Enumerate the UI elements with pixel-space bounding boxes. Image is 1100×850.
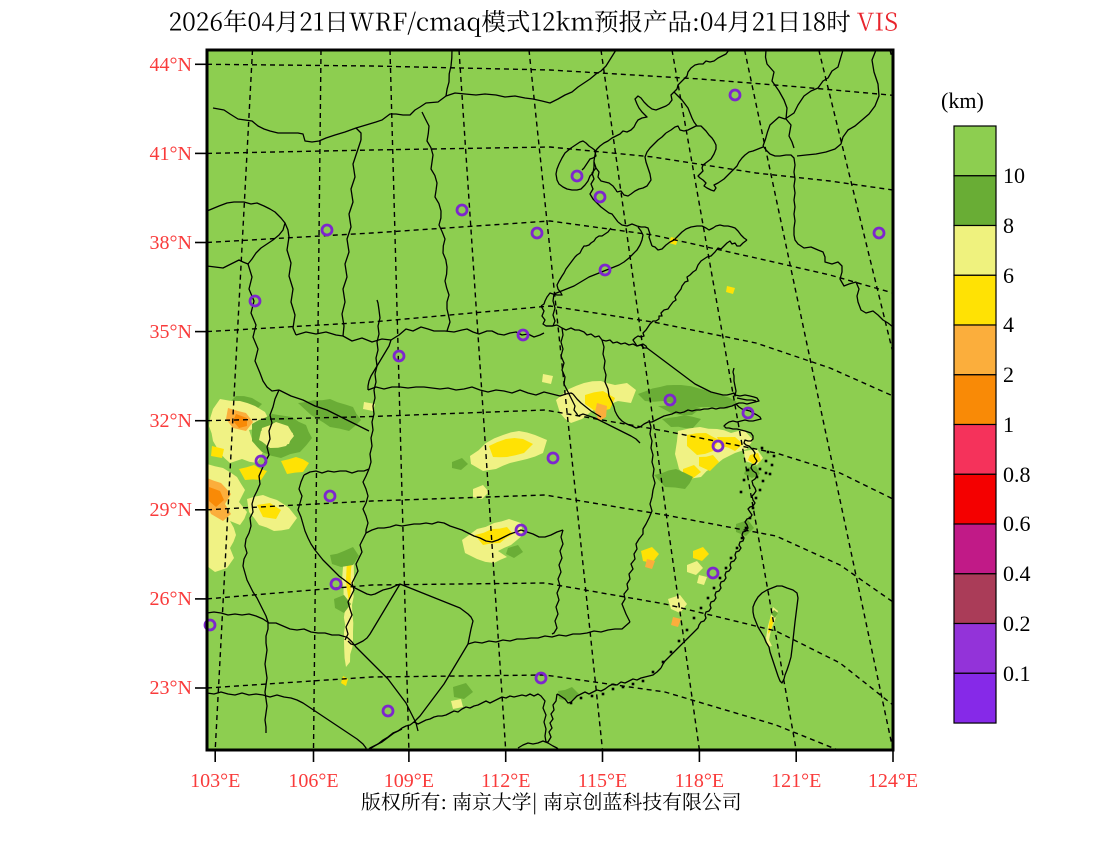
svg-text:8: 8 xyxy=(1003,213,1014,238)
svg-text:124°E: 124°E xyxy=(868,770,918,792)
svg-text:0.1: 0.1 xyxy=(1003,661,1031,686)
svg-text:35°N: 35°N xyxy=(150,321,192,343)
svg-text:106°E: 106°E xyxy=(288,770,338,792)
svg-text:112°E: 112°E xyxy=(481,770,530,792)
svg-text:4: 4 xyxy=(1003,312,1014,337)
svg-text:41°N: 41°N xyxy=(150,143,192,165)
svg-text:29°N: 29°N xyxy=(150,499,192,521)
svg-text:6: 6 xyxy=(1003,263,1014,288)
svg-text:26°N: 26°N xyxy=(150,588,192,610)
svg-text:23°N: 23°N xyxy=(150,677,192,699)
svg-text:0.8: 0.8 xyxy=(1003,462,1031,487)
svg-text:0.2: 0.2 xyxy=(1003,611,1031,636)
svg-text:118°E: 118°E xyxy=(675,770,724,792)
svg-text:32°N: 32°N xyxy=(150,410,192,432)
svg-text:115°E: 115°E xyxy=(578,770,627,792)
svg-text:10: 10 xyxy=(1003,163,1025,188)
svg-text:0.6: 0.6 xyxy=(1003,511,1031,536)
svg-text:103°E: 103°E xyxy=(190,770,240,792)
svg-text:1: 1 xyxy=(1003,412,1014,437)
svg-text:109°E: 109°E xyxy=(384,770,434,792)
svg-text:2: 2 xyxy=(1003,362,1014,387)
svg-text:38°N: 38°N xyxy=(150,232,192,254)
svg-text:0.4: 0.4 xyxy=(1003,561,1031,586)
svg-text:(km): (km) xyxy=(941,88,984,113)
svg-text:121°E: 121°E xyxy=(771,770,821,792)
svg-text:44°N: 44°N xyxy=(150,54,192,76)
